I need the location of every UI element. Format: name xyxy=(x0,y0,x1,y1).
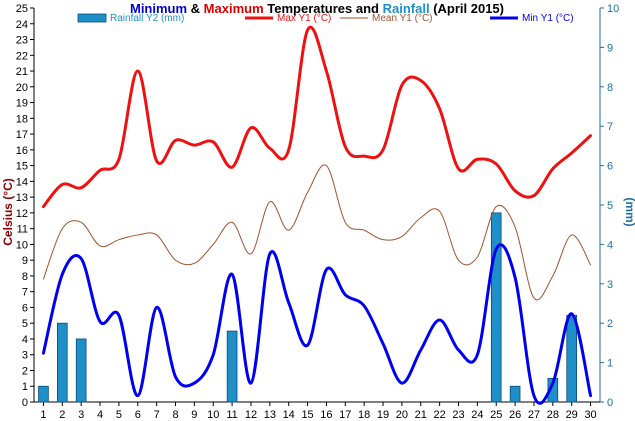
x-tick-label: 12 xyxy=(245,409,257,421)
legend-label: Min Y1 (°C) xyxy=(522,13,574,24)
legend-swatch-rainfall xyxy=(77,13,107,23)
right-tick-label: 4 xyxy=(607,239,613,251)
x-tick-label: 6 xyxy=(135,409,141,421)
left-tick-label: 2 xyxy=(22,365,28,377)
left-tick-label: 8 xyxy=(22,271,28,283)
left-tick-label: 21 xyxy=(16,66,28,78)
x-tick-label: 2 xyxy=(59,409,65,421)
right-tick-label: 9 xyxy=(607,42,613,54)
x-tick-label: 4 xyxy=(97,409,103,421)
x-tick-label: 16 xyxy=(320,409,332,421)
y-axis-right-label: (mm) xyxy=(623,197,635,226)
right-tick-label: 8 xyxy=(607,82,613,94)
min-temp-line xyxy=(41,243,593,405)
left-tick-label: 13 xyxy=(16,192,28,204)
left-tick-label: 3 xyxy=(22,350,28,362)
rainfall-bar xyxy=(509,385,521,403)
left-tick-label: 1 xyxy=(22,381,28,393)
x-tick-label: 15 xyxy=(301,409,313,421)
x-tick-label: 26 xyxy=(509,409,521,421)
rainfall-bar xyxy=(566,314,578,403)
temperature-lines xyxy=(41,25,593,405)
left-tick-label: 7 xyxy=(22,287,28,299)
x-tick-label: 27 xyxy=(528,409,540,421)
x-tick-label: 1 xyxy=(40,409,46,421)
left-tick-label: 25 xyxy=(16,3,28,15)
rainfall-bar xyxy=(75,338,87,403)
right-tick-label: 2 xyxy=(607,318,613,330)
x-tick-label: 14 xyxy=(283,409,295,421)
x-tick-label: 28 xyxy=(547,409,559,421)
x-tick-label: 20 xyxy=(396,409,408,421)
x-tick-label: 5 xyxy=(116,409,122,421)
left-tick-label: 17 xyxy=(16,129,28,141)
title-part: Temperatures and xyxy=(264,1,383,16)
left-tick-label: 14 xyxy=(16,176,28,188)
x-tick-label: 22 xyxy=(434,409,446,421)
x-tick-label: 8 xyxy=(172,409,178,421)
legend-label: Max Y1 (°C) xyxy=(277,13,331,24)
x-tick-label: 29 xyxy=(566,409,578,421)
left-tick-label: 15 xyxy=(16,161,28,173)
left-tick-label: 16 xyxy=(16,145,28,157)
legend-label: Rainfall Y2 (mm) xyxy=(110,13,184,24)
title-part: Rainfall xyxy=(383,1,430,16)
left-tick-label: 4 xyxy=(22,334,28,346)
left-tick-label: 19 xyxy=(16,98,28,110)
title-part: & xyxy=(187,1,204,16)
left-tick-label: 23 xyxy=(16,35,28,47)
right-tick-label: 7 xyxy=(607,121,613,133)
rainfall-bar xyxy=(56,322,68,403)
legend-label: Mean Y1 (°C) xyxy=(372,13,433,24)
rainfall-bar xyxy=(38,385,49,403)
y-axis-left-label: Celsius (°C) xyxy=(1,178,15,245)
x-axis-ticks: 1 2 3 4 5 6 7 8 9 10 11 12 13 14 15 16 17 18 19 20 21 22 23 24 2… xyxy=(40,402,597,421)
rainfall-bar xyxy=(490,212,502,403)
x-tick-label: 7 xyxy=(154,409,160,421)
x-tick-label: 21 xyxy=(415,409,427,421)
x-tick-label: 25 xyxy=(490,409,502,421)
x-tick-label: 18 xyxy=(358,409,370,421)
x-tick-label: 19 xyxy=(377,409,389,421)
x-tick-label: 11 xyxy=(226,409,237,421)
left-tick-label: 24 xyxy=(16,19,28,31)
mean-temp-line xyxy=(42,164,592,301)
x-tick-label: 9 xyxy=(191,409,197,421)
rainfall-bars xyxy=(38,212,578,403)
left-tick-label: 11 xyxy=(17,224,28,236)
x-tick-label: 24 xyxy=(471,409,483,421)
left-tick-label: 12 xyxy=(16,208,28,220)
left-tick-label: 9 xyxy=(22,255,28,267)
legend: Rainfall Y2 (mm) Max Y1 (°C) Mean Y1 (°C) M… xyxy=(77,13,574,24)
x-tick-label: 30 xyxy=(584,409,596,421)
left-tick-label: 0 xyxy=(22,397,28,409)
x-tick-label: 13 xyxy=(264,409,276,421)
chart-title: Minimum & Maximum Temperatures and Rainf… xyxy=(130,1,504,16)
rainfall-bar xyxy=(226,330,238,403)
left-tick-label: 10 xyxy=(16,239,28,251)
title-part: Maximum xyxy=(204,1,264,16)
x-tick-label: 23 xyxy=(452,409,464,421)
right-tick-label: 1 xyxy=(607,358,613,370)
right-tick-label: 3 xyxy=(607,279,613,291)
title-part: (April 2015) xyxy=(430,1,504,16)
x-tick-label: 17 xyxy=(339,409,351,421)
left-axis-ticks: 0123456789101112131415161718192021222324… xyxy=(16,3,34,409)
left-tick-label: 5 xyxy=(22,318,28,330)
plot-frame xyxy=(33,8,601,403)
left-tick-label: 20 xyxy=(16,82,28,94)
right-tick-label: 0 xyxy=(607,397,613,409)
left-tick-label: 22 xyxy=(16,50,28,62)
title-part: Minimum xyxy=(130,1,187,16)
right-tick-label: 10 xyxy=(607,3,619,15)
left-tick-label: 6 xyxy=(22,302,28,314)
x-tick-label: 10 xyxy=(207,409,219,421)
max-temp-line xyxy=(41,25,593,209)
x-tick-label: 3 xyxy=(78,409,84,421)
right-tick-label: 5 xyxy=(607,200,613,212)
right-tick-label: 6 xyxy=(607,161,613,173)
right-axis-ticks: 0 1 2 3 4 5 6 7 8 9 10 xyxy=(600,3,619,409)
left-tick-label: 18 xyxy=(16,113,28,125)
